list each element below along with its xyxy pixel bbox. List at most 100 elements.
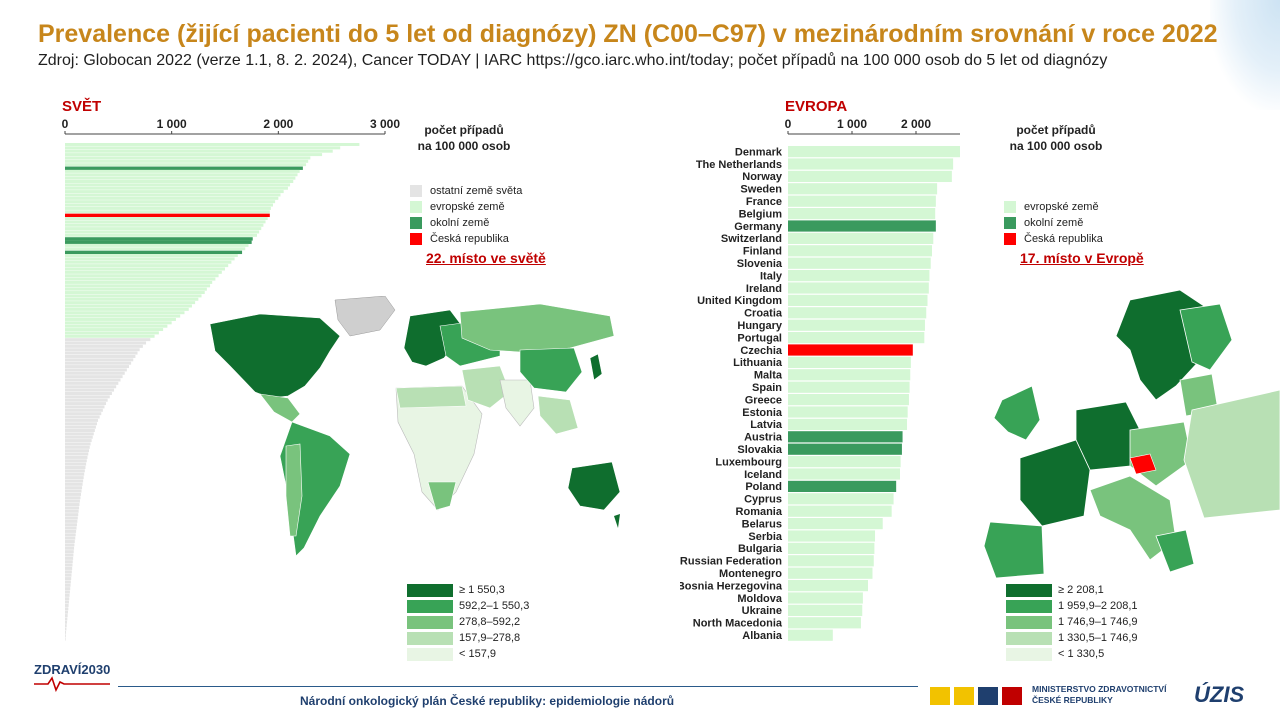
- world-bar: [65, 462, 87, 466]
- world-bar: [65, 402, 107, 406]
- corner-decoration: [1210, 0, 1280, 110]
- eu-bar-spain: [788, 381, 910, 393]
- eu-bar-norway: [788, 170, 952, 182]
- world-bar: [65, 277, 216, 281]
- world-bar: [65, 264, 229, 268]
- world-axis-unit: počet případů na 100 000 osob: [404, 122, 524, 154]
- world-bar: [65, 395, 110, 399]
- world-bar: [65, 519, 78, 523]
- world-bar: [65, 449, 89, 453]
- world-bar: [65, 620, 68, 624]
- world-legend-swatch: [410, 185, 422, 197]
- world-bar: [65, 186, 288, 190]
- world-bar: [65, 429, 95, 432]
- eu-category-label: Belarus: [742, 518, 782, 530]
- eu-bar-belgium: [788, 208, 936, 220]
- world-bar: [65, 566, 73, 570]
- world-bar: [65, 237, 253, 241]
- map-north-america: [209, 313, 341, 399]
- world-legend-item: evropské země: [410, 199, 522, 215]
- map-japan: [589, 353, 603, 381]
- world-bar: [65, 156, 311, 160]
- eu-bar-albania: [788, 629, 833, 641]
- world-bar: [65, 284, 211, 288]
- eu-bar-north-macedonia: [788, 617, 861, 629]
- world-bar: [65, 392, 112, 395]
- world-bar: [65, 439, 92, 443]
- world-tick-label: 3 000: [370, 117, 400, 131]
- eu-category-label: Lithuania: [733, 357, 783, 369]
- eu-category-label: Czechia: [740, 345, 782, 357]
- world-bar: [65, 227, 262, 231]
- map-greece: [1155, 529, 1195, 573]
- eu-category-label: Switzerland: [721, 233, 782, 245]
- europe-scale-label: ≥ 2 208,1: [1058, 584, 1104, 596]
- world-bar: [65, 482, 83, 486]
- map-se-asia: [537, 395, 579, 435]
- world-bar: [65, 573, 72, 577]
- world-bar: [65, 180, 294, 183]
- europe-rank: 17. místo v Evropě: [1020, 250, 1144, 266]
- eu-bar-slovakia: [788, 443, 902, 455]
- world-bar: [65, 206, 271, 210]
- world-bar: [65, 260, 232, 264]
- world-scale-item: 592,2–1 550,3: [407, 598, 529, 614]
- world-bar: [65, 516, 78, 520]
- europe-axis-unit-line2: na 100 000 osob: [1009, 139, 1103, 153]
- world-bar: [65, 523, 77, 527]
- europe-scale-swatch: [1006, 647, 1052, 661]
- eu-bar-united-kingdom: [788, 294, 928, 306]
- map-finland: [1179, 303, 1233, 371]
- eu-category-label: Iceland: [744, 469, 782, 481]
- europe-color-scale: ≥ 2 208,1 1 959,9–2 208,1 1 746,9–1 746,9 1…: [1006, 582, 1138, 662]
- eu-bar-luxembourg: [788, 456, 901, 468]
- uzis-logo-text: ÚZIS: [1194, 682, 1244, 707]
- ministry-line1: MINISTERSTVO ZDRAVOTNICTVÍ: [1032, 684, 1167, 694]
- map-central-europe: [1129, 421, 1193, 487]
- world-bar: [65, 614, 68, 618]
- world-bar: [65, 361, 132, 365]
- world-bar: [65, 190, 284, 194]
- world-bar: [65, 193, 281, 197]
- world-bar: [65, 173, 298, 177]
- world-legend-label: Česká republika: [430, 233, 509, 245]
- world-bar: [65, 496, 81, 500]
- world-bar: [65, 200, 276, 204]
- world-scale-label: < 157,9: [459, 648, 497, 660]
- world-bar: [65, 590, 70, 594]
- world-bar: [65, 445, 90, 449]
- europe-legend-label: evropské země: [1024, 201, 1099, 213]
- eu-bar-switzerland: [788, 232, 934, 244]
- world-bar: [65, 280, 213, 284]
- world-bar: [65, 297, 199, 301]
- world-bar: [65, 250, 243, 255]
- world-bar: [65, 425, 96, 429]
- world-scale-item: 157,9–278,8: [407, 630, 529, 646]
- world-bar: [65, 583, 71, 587]
- page-title: Prevalence (žijící pacienti do 5 let od …: [38, 20, 1218, 48]
- world-bar: [65, 526, 77, 530]
- eu-bar-serbia: [788, 530, 876, 542]
- eu-bar-estonia: [788, 406, 908, 418]
- eu-category-label: Latvia: [750, 419, 783, 431]
- europe-heading: EVROPA: [785, 98, 848, 115]
- world-bar: [65, 176, 296, 180]
- world-bar: [65, 341, 147, 345]
- world-bar: [65, 257, 235, 261]
- europe-scale-label: < 1 330,5: [1058, 648, 1105, 660]
- world-bar: [65, 553, 74, 557]
- eu-category-label: Ireland: [746, 283, 782, 295]
- europe-axis-unit-line1: počet případů: [1016, 123, 1096, 137]
- eu-bar-croatia: [788, 307, 927, 319]
- world-bar: [65, 556, 74, 560]
- page-subtitle: Zdroj: Globocan 2022 (verze 1.1, 8. 2. 2…: [38, 52, 1108, 69]
- world-bar: [65, 321, 172, 325]
- world-bar: [65, 418, 99, 422]
- world-bar: [65, 220, 266, 224]
- world-scale-label: 157,9–278,8: [459, 632, 521, 644]
- world-bar: [65, 597, 70, 601]
- eu-tick-label: 0: [785, 117, 792, 131]
- world-bar: [65, 570, 72, 574]
- world-bar: [65, 270, 222, 274]
- world-bar: [65, 506, 80, 510]
